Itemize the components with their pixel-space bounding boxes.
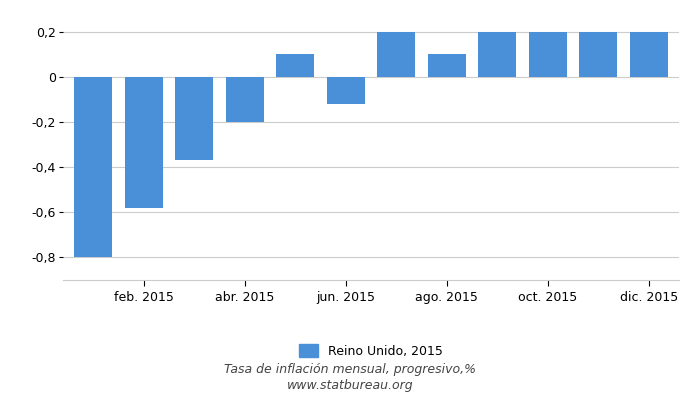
Bar [327, 77, 365, 104]
Bar [580, 32, 617, 77]
Bar [377, 32, 415, 77]
Bar [125, 77, 162, 208]
Legend: Reino Unido, 2015: Reino Unido, 2015 [299, 344, 443, 358]
Bar [276, 54, 314, 77]
Bar [478, 32, 516, 77]
Bar [175, 77, 214, 160]
Text: Tasa de inflación mensual, progresivo,%: Tasa de inflación mensual, progresivo,% [224, 364, 476, 376]
Bar [528, 32, 567, 77]
Bar [428, 54, 466, 77]
Text: www.statbureau.org: www.statbureau.org [287, 380, 413, 392]
Bar [74, 77, 112, 258]
Bar [630, 32, 668, 77]
Bar [226, 77, 264, 122]
